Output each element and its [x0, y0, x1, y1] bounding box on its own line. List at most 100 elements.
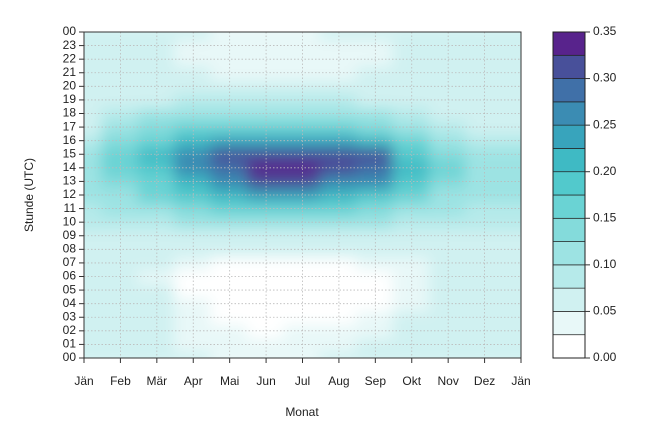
contour-cell	[84, 255, 104, 271]
contour-cell	[137, 282, 177, 298]
contour-cell	[84, 227, 104, 244]
contour-cell	[137, 309, 177, 326]
contour-cell	[210, 309, 249, 326]
x-tick-label: Mai	[220, 374, 239, 388]
y-tick-label: 20	[63, 79, 77, 93]
plot-frame	[83, 31, 522, 359]
y-tick-label: 05	[63, 282, 77, 296]
y-tick-label: 10	[63, 214, 77, 228]
contour-cell	[319, 200, 359, 217]
contour-cell	[465, 187, 504, 203]
y-tick-label: 17	[63, 119, 77, 133]
contour-cell	[465, 160, 504, 176]
contour-cell	[210, 282, 249, 298]
contour-cell	[137, 64, 177, 81]
y-tick-label: 16	[63, 133, 77, 147]
contour-cell	[210, 64, 249, 81]
y-tick-label: 08	[63, 242, 77, 256]
y-tick-label: 09	[63, 228, 77, 242]
contour-cell	[392, 200, 431, 217]
x-tick-label: Jun	[256, 374, 275, 388]
contour-cell	[392, 295, 431, 312]
contour-cell	[137, 160, 177, 176]
contour-cell	[84, 187, 104, 203]
colorbar-tick-label: 0.30	[593, 71, 617, 85]
contour-cell	[501, 350, 521, 358]
colorbar-tick-label: 0.20	[593, 164, 617, 178]
colorbar-tick-label: 0.15	[593, 210, 617, 224]
contour-cell	[392, 309, 431, 326]
contour-cell	[84, 32, 104, 40]
y-tick-label: 11	[64, 201, 77, 215]
contour-cell	[84, 119, 104, 135]
colorbar-band	[552, 124, 586, 149]
contour-cell	[465, 200, 504, 217]
contour-cell	[392, 268, 431, 285]
contour-cell	[210, 37, 249, 54]
contour-cell	[84, 200, 104, 217]
contour-cell	[137, 173, 177, 190]
y-tick-label: 22	[63, 51, 77, 65]
contour-cell	[465, 309, 504, 326]
contour-cell	[319, 255, 359, 271]
colorbar-band	[552, 148, 586, 173]
contour-cell	[210, 268, 249, 285]
contour-cell	[319, 295, 359, 312]
contour-cell	[319, 309, 359, 326]
colorbar-tick-label: 0.35	[593, 24, 617, 38]
contour-cell	[319, 146, 359, 163]
contour-cell	[84, 64, 104, 81]
colorbar-band	[552, 194, 586, 219]
contour-cell	[319, 160, 359, 176]
colorbar-band	[552, 287, 586, 312]
colorbar-tick-label: 0.05	[593, 304, 617, 318]
contour-cell	[465, 282, 504, 298]
contour-cell	[137, 187, 177, 203]
contour-cell	[84, 105, 104, 122]
contour-cell	[84, 132, 104, 149]
contour-cell	[319, 187, 359, 203]
contour-cell	[84, 160, 104, 176]
colorbar-band	[552, 171, 586, 196]
contour-cell	[465, 173, 504, 190]
contour-cell	[210, 187, 249, 203]
y-tick-label: 00	[63, 350, 77, 364]
colorbar-band	[552, 54, 586, 79]
contour-cell	[84, 37, 104, 54]
contour-cell	[84, 92, 104, 108]
colorbar-tick-label: 0.25	[593, 117, 617, 131]
contour-cell	[392, 146, 431, 163]
x-tick-label: Jän	[511, 374, 530, 388]
y-tick-label: 15	[63, 146, 77, 160]
contour-cell	[137, 37, 177, 54]
colorbar-band	[552, 101, 586, 126]
y-tick-label: 02	[63, 323, 77, 337]
x-tick-label: Aug	[328, 374, 349, 388]
x-tick-label: Nov	[437, 374, 458, 388]
contour-cell	[392, 173, 431, 190]
y-tick-label: 03	[63, 309, 77, 323]
contour-cell	[210, 295, 249, 312]
contour-cell	[137, 295, 177, 312]
y-tick-label: 04	[63, 296, 77, 310]
colorbar-tick-label: 0.10	[593, 257, 617, 271]
colorbar-band	[552, 264, 586, 289]
contour-cell	[84, 268, 104, 285]
contour-cell	[84, 350, 104, 358]
contour-cell	[465, 146, 504, 163]
contour-cell	[319, 64, 359, 81]
colorbar-band	[552, 217, 586, 242]
contour-cell	[137, 51, 177, 67]
contour-cell	[84, 323, 104, 339]
contour-cell	[319, 282, 359, 298]
contour-cell	[392, 51, 431, 67]
contour-cell	[84, 295, 104, 312]
contour-cell	[84, 241, 104, 258]
contour-cell	[210, 160, 249, 176]
y-tick-label: 21	[63, 65, 77, 79]
y-tick-label: 07	[63, 255, 77, 269]
contour-cell	[465, 295, 504, 312]
contour-cell	[84, 78, 104, 95]
contour-cell	[84, 336, 104, 353]
contour-cell	[465, 51, 504, 67]
